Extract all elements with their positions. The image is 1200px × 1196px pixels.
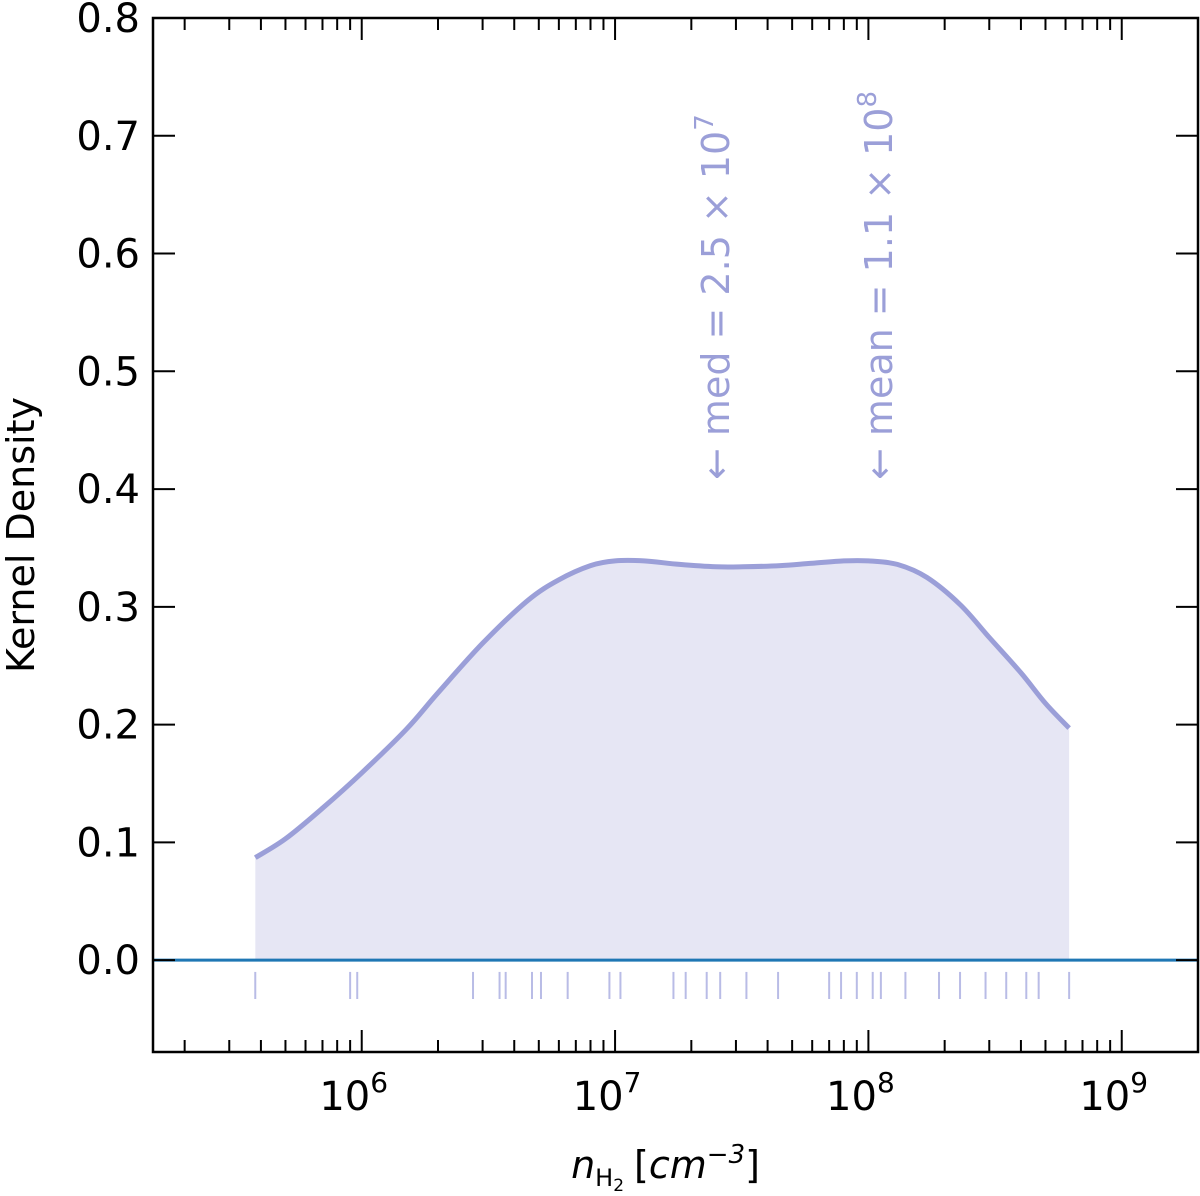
x-axis-title-symbol: n (571, 1143, 595, 1187)
x-tick-label-exponent: 9 (1130, 1066, 1148, 1099)
plot-frame (151, 16, 1200, 1054)
x-axis-title-unit-close: ] (745, 1143, 760, 1187)
annotation-arrow: ← (857, 436, 901, 480)
x-tick-label-base: 10 (319, 1074, 370, 1120)
x-tick-label-base: 10 (826, 1074, 877, 1120)
x-tick-label-exponent: 8 (877, 1066, 895, 1099)
y-axis-title: Kernel Density (0, 397, 43, 673)
ticks-layer (153, 17, 1199, 1052)
x-tick-label-base: 10 (1079, 1074, 1130, 1120)
x-tick-label: 109 (1079, 1066, 1148, 1120)
x-tick-label: 108 (826, 1066, 895, 1120)
x-axis-title: nH2 [cm−3] (571, 1140, 760, 1196)
x-tick-label-base: 10 (573, 1074, 624, 1120)
density-fill-area (255, 560, 1070, 961)
x-axis-title-unit-open: [ (634, 1143, 649, 1187)
y-tick-label: 0.6 (76, 232, 140, 278)
annotation-exponent: 8 (853, 91, 883, 108)
y-tick-label: 0.0 (76, 938, 140, 984)
x-tick-label-exponent: 6 (370, 1066, 388, 1099)
density-curve (253, 557, 1071, 860)
y-tick-label: 0.8 (76, 0, 140, 42)
y-tick-label: 0.3 (76, 585, 140, 631)
x-axis-title-subsubscript: 2 (613, 1176, 624, 1196)
y-tick-label: 0.7 (76, 114, 140, 160)
x-axis-title-unit: cm (649, 1143, 707, 1187)
y-tick-label: 0.2 (76, 703, 140, 749)
annotation-text: mean = 1.1 × 10 (857, 108, 901, 437)
annotation-arrow: ← (694, 436, 738, 480)
x-tick-label-exponent: 7 (624, 1066, 642, 1099)
annotation-text: med = 2.5 × 10 (694, 131, 738, 436)
x-axis-title-subscript: H (595, 1164, 613, 1192)
median-annotation: ← med = 2.5 × 107 (690, 114, 738, 480)
x-tick-label: 107 (573, 1066, 642, 1120)
y-tick-label: 0.5 (76, 349, 140, 395)
plot-layer: ← med = 2.5 × 107← mean = 1.1 × 108 (153, 91, 1198, 1000)
y-tick-label: 0.4 (76, 467, 140, 513)
x-axis-title-unit-exp: −3 (707, 1140, 745, 1170)
annotation-exponent: 7 (690, 114, 720, 131)
x-tick-label: 106 (319, 1066, 388, 1120)
y-tick-label: 0.1 (76, 820, 140, 866)
mean-annotation: ← mean = 1.1 × 108 (853, 91, 901, 480)
